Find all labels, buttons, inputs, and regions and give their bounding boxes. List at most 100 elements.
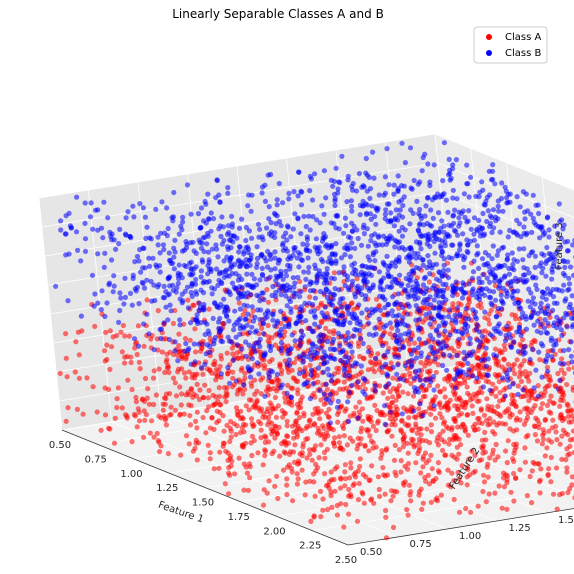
point-class-b: [295, 193, 301, 199]
point-class-b: [507, 227, 513, 234]
point-class-a: [259, 325, 265, 331]
point-class-a: [479, 437, 485, 443]
point-class-a: [554, 506, 560, 512]
point-class-b: [284, 282, 290, 288]
point-class-a: [379, 369, 385, 375]
point-class-a: [492, 490, 498, 496]
point-class-b: [177, 296, 183, 302]
point-class-b: [521, 224, 527, 230]
point-class-a: [418, 432, 424, 438]
point-class-b: [554, 314, 560, 320]
point-class-b: [427, 222, 433, 228]
point-class-a: [441, 439, 448, 445]
point-class-b: [194, 318, 200, 324]
point-class-a: [281, 449, 287, 455]
point-class-b: [516, 325, 523, 331]
point-class-a: [515, 383, 521, 389]
point-class-b: [272, 255, 278, 261]
point-class-b: [141, 245, 147, 251]
data-points: [53, 140, 574, 541]
point-class-b: [415, 228, 422, 234]
point-class-a: [462, 399, 468, 405]
point-class-b: [141, 285, 148, 291]
point-class-a: [548, 410, 554, 416]
point-class-b: [337, 343, 343, 349]
point-class-b: [202, 331, 208, 338]
point-class-b: [323, 396, 329, 402]
point-class-a: [233, 405, 240, 411]
point-class-b: [313, 344, 319, 350]
point-class-b: [557, 318, 563, 325]
point-class-b: [201, 278, 207, 285]
point-class-b: [538, 321, 544, 327]
point-class-a: [497, 348, 503, 354]
point-class-b: [134, 253, 141, 260]
point-class-b: [266, 204, 272, 210]
x-tick-label: 2.00: [263, 526, 285, 537]
point-class-b: [346, 234, 352, 240]
point-class-a: [466, 456, 472, 462]
point-class-a: [299, 428, 305, 434]
grid-line-y: [259, 397, 547, 514]
point-class-b: [546, 257, 552, 263]
point-class-b: [433, 235, 439, 242]
point-class-b: [180, 214, 186, 220]
point-class-b: [267, 347, 274, 354]
point-class-a: [63, 418, 69, 424]
point-class-a: [365, 428, 371, 434]
point-class-b: [363, 170, 369, 176]
point-class-b: [198, 365, 204, 371]
point-class-b: [517, 276, 523, 283]
point-class-a: [413, 421, 419, 427]
point-class-a: [340, 423, 346, 429]
point-class-b: [523, 191, 529, 197]
point-class-b: [246, 342, 252, 348]
point-class-b: [371, 175, 377, 181]
point-class-a: [495, 372, 501, 378]
point-class-b: [225, 190, 231, 196]
point-class-a: [258, 391, 264, 397]
point-class-a: [383, 507, 389, 514]
point-class-b: [92, 291, 98, 297]
point-class-a: [452, 392, 458, 398]
point-class-a: [455, 407, 461, 413]
point-class-b: [515, 299, 521, 305]
point-class-a: [571, 365, 574, 371]
point-class-a: [535, 383, 541, 389]
point-class-b: [441, 352, 447, 358]
point-class-b: [545, 368, 551, 374]
point-class-b: [510, 381, 516, 387]
point-class-b: [150, 255, 156, 261]
point-class-b: [530, 215, 536, 221]
point-class-b: [550, 286, 556, 293]
point-class-a: [119, 405, 125, 411]
point-class-b: [295, 274, 301, 280]
point-class-a: [369, 366, 375, 372]
point-class-a: [539, 401, 546, 407]
point-class-b: [352, 360, 358, 366]
point-class-b: [530, 249, 536, 255]
point-class-a: [289, 367, 295, 373]
point-class-a: [476, 458, 482, 464]
point-class-b: [558, 235, 564, 241]
point-class-a: [80, 411, 86, 417]
point-class-a: [484, 338, 490, 344]
point-class-a: [491, 335, 497, 341]
point-class-a: [225, 371, 231, 377]
point-class-a: [192, 326, 198, 332]
point-class-a: [322, 434, 328, 440]
point-class-b: [161, 246, 167, 253]
point-class-b: [241, 249, 247, 255]
point-class-b: [348, 198, 354, 204]
point-class-b: [459, 253, 465, 259]
point-class-b: [461, 349, 467, 355]
point-class-a: [524, 493, 531, 499]
point-class-b: [166, 250, 172, 256]
point-class-b: [422, 151, 428, 157]
point-class-b: [133, 288, 139, 294]
point-class-b: [263, 258, 269, 264]
point-class-a: [228, 428, 234, 434]
point-class-b: [224, 231, 231, 237]
point-class-b: [201, 248, 207, 255]
point-class-b: [456, 336, 462, 342]
